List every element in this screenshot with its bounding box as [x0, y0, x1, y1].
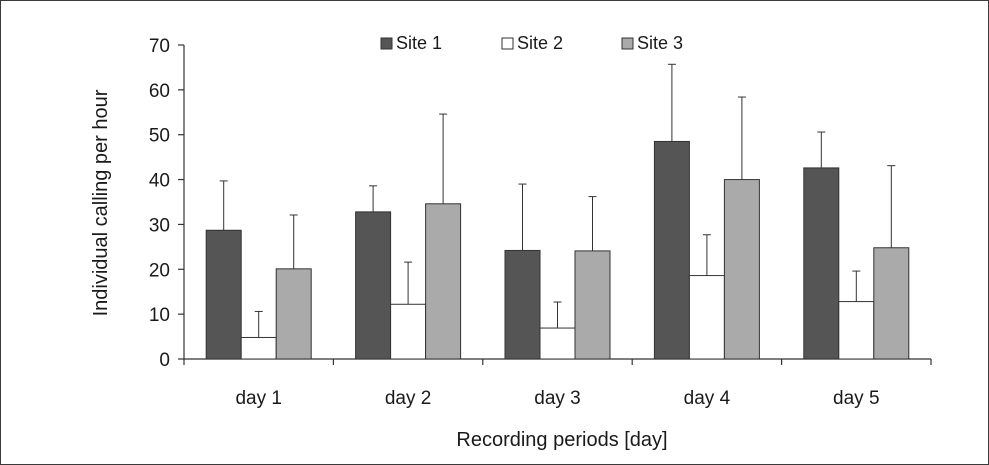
bar-site-1 [803, 167, 840, 360]
bar-site-2 [539, 327, 576, 360]
legend: Site 1 Site 2 Site 3 [380, 33, 683, 53]
y-tick-label: 10 [149, 305, 170, 326]
legend-label-site-1: Site 1 [396, 33, 442, 53]
legend-label-site-3: Site 3 [637, 33, 683, 53]
legend-swatch-site-2 [501, 37, 514, 50]
y-tick-label: 60 [149, 81, 170, 102]
x-tick-label: day 5 [833, 388, 879, 409]
bar-site-3 [574, 250, 611, 360]
bar-site-3 [275, 268, 312, 360]
x-tick-label: day 1 [235, 388, 281, 409]
y-tick-label: 70 [149, 36, 170, 57]
bar-site-1 [205, 229, 242, 360]
bar-site-1 [355, 211, 392, 360]
x-tick-label: day 2 [385, 388, 431, 409]
bar-site-2 [838, 301, 875, 360]
legend-swatch-site-3 [621, 37, 634, 50]
bar-site-1 [653, 140, 690, 360]
legend-label-site-2: Site 2 [517, 33, 563, 53]
bar-site-3 [873, 247, 910, 360]
bar-site-1 [504, 249, 541, 360]
y-axis-title: Individual calling per hour [90, 89, 112, 316]
bar-site-2 [688, 275, 725, 360]
y-axis: 0 10 20 30 40 50 60 70 [149, 36, 185, 371]
y-tick-label: 50 [149, 126, 170, 147]
x-axis: day 1 day 2 day 3 day 4 day 5 [183, 358, 932, 409]
y-tick-label: 20 [149, 260, 170, 281]
y-tick-label: 0 [159, 350, 170, 371]
bar-site-2 [390, 303, 427, 360]
bar-site-3 [425, 203, 462, 360]
error-bars [219, 63, 896, 338]
bar-site-3 [723, 179, 760, 360]
bars [205, 140, 910, 360]
y-tick-label: 30 [149, 215, 170, 236]
x-tick-label: day 4 [684, 388, 731, 409]
x-axis-title: Recording periods [day] [456, 429, 667, 451]
y-tick-label: 40 [149, 171, 170, 192]
x-tick-label: day 3 [534, 388, 580, 409]
legend-swatch-site-1 [380, 37, 393, 50]
bar-site-2 [240, 336, 277, 360]
